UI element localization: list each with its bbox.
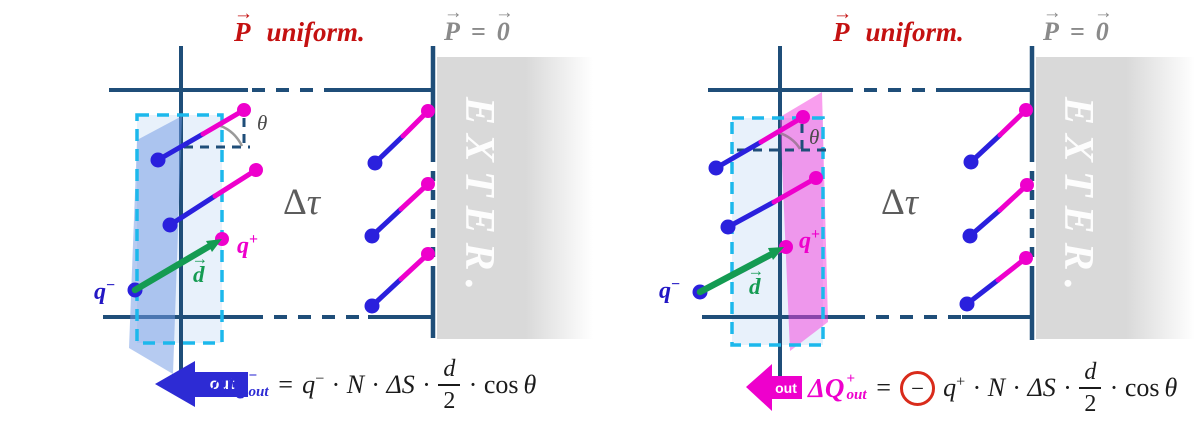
delta: Δ	[881, 182, 905, 223]
tau: τ	[904, 182, 919, 223]
dipole	[367, 104, 435, 171]
out-label: out	[209, 376, 235, 393]
dipole	[162, 163, 263, 233]
vector-zero: → 0	[1093, 2, 1113, 46]
displacement-label: → d	[747, 260, 765, 299]
dipole	[963, 103, 1033, 170]
charge-term: q−	[302, 370, 325, 399]
uniform-label: uniform.	[865, 17, 964, 47]
vector-arrow-icon: →	[233, 2, 254, 24]
cosine-term: cos θ	[483, 370, 537, 399]
equals-sign: =	[874, 373, 893, 402]
fraction-d-over-2: d 2	[1079, 360, 1102, 416]
dipole	[720, 171, 823, 235]
surface-term: ΔS	[1027, 373, 1056, 402]
dipole	[708, 110, 810, 176]
angle-label: θ	[257, 111, 268, 135]
vector-arrow-icon: →	[1042, 2, 1062, 24]
flux-formula-positive: ΔQ + out = − q+ · N · ΔS · d 2 · cos θ	[808, 356, 1177, 420]
cut-plane-blue	[129, 116, 182, 374]
tau: τ	[306, 182, 321, 223]
vector-arrow-icon: →	[832, 2, 853, 24]
delta: Δ	[283, 182, 307, 223]
vector-p: → P	[233, 2, 254, 47]
surface-term: ΔS	[386, 370, 415, 399]
exterior-region-left	[437, 57, 598, 339]
out-label: out	[775, 380, 797, 396]
angle-guides	[737, 124, 830, 152]
dipole	[962, 178, 1034, 244]
negative-charge-label: q−	[94, 277, 116, 305]
dipole	[959, 251, 1033, 312]
vector-arrow-icon: →	[747, 260, 765, 280]
dot: ·	[1110, 373, 1117, 402]
vector-arrow-icon: →	[1093, 2, 1113, 24]
slab-boundary-lines	[103, 46, 436, 380]
displacement-arrow	[131, 239, 222, 294]
vector-p: → P	[1042, 2, 1062, 46]
negative-charge-label: q−	[659, 276, 681, 304]
positive-charge-label: q+	[799, 226, 821, 254]
dot: ·	[372, 370, 379, 399]
circled-minus-sign: −	[900, 370, 936, 406]
polarization-title: → P uniform.	[830, 2, 964, 48]
cosine-term: cos θ	[1124, 373, 1178, 402]
dipole	[150, 103, 251, 168]
vector-arrow-icon: →	[443, 2, 463, 24]
fraction-d-over-2: d 2	[438, 357, 461, 413]
vector-zero: → 0	[494, 2, 514, 46]
vector-arrow-icon: →	[494, 2, 514, 24]
polarization-title: → P uniform.	[231, 2, 365, 48]
exterior-region-right	[1036, 57, 1200, 339]
equals-sign: =	[1069, 17, 1085, 46]
equals-sign: =	[276, 370, 295, 399]
equals-sign: =	[470, 17, 486, 46]
displacement-label: → d	[191, 248, 209, 287]
vector-arrow-icon: →	[191, 248, 209, 268]
density-term: N	[987, 373, 1006, 402]
vector-p: → P	[832, 2, 853, 47]
panel-positive-charge	[692, 46, 1035, 411]
dot: ·	[422, 370, 430, 399]
out-arrow-blue	[155, 361, 248, 407]
positive-charge-label: q+	[237, 231, 259, 259]
dot: ·	[1063, 373, 1071, 402]
flux-formula-negative: ΔQ − out = q− · N · ΔS · d 2 · cos θ	[210, 353, 536, 417]
p-zero-label: → P = → 0	[1040, 2, 1113, 47]
delta-q-term: ΔQ + out	[808, 371, 867, 403]
dot: ·	[332, 370, 339, 399]
angle-label: θ	[809, 125, 820, 149]
dipole	[364, 177, 435, 244]
displacement-arrow	[696, 247, 784, 296]
density-term: N	[346, 370, 365, 399]
cut-plane-pink	[780, 92, 828, 351]
dot: ·	[1013, 373, 1020, 402]
vector-p: → P	[443, 2, 463, 46]
out-arrow-magenta	[746, 364, 802, 411]
uniform-label: uniform.	[266, 17, 365, 47]
delta-q-term: ΔQ − out	[210, 368, 269, 400]
panel-negative-charge	[103, 46, 436, 407]
p-zero-label: → P = → 0	[441, 2, 514, 47]
angle-guides	[184, 118, 250, 149]
dot: ·	[973, 373, 980, 402]
surface-element-box	[135, 113, 224, 345]
charge-term: q+	[943, 373, 966, 402]
dipole	[364, 247, 435, 314]
dot: ·	[469, 370, 476, 399]
